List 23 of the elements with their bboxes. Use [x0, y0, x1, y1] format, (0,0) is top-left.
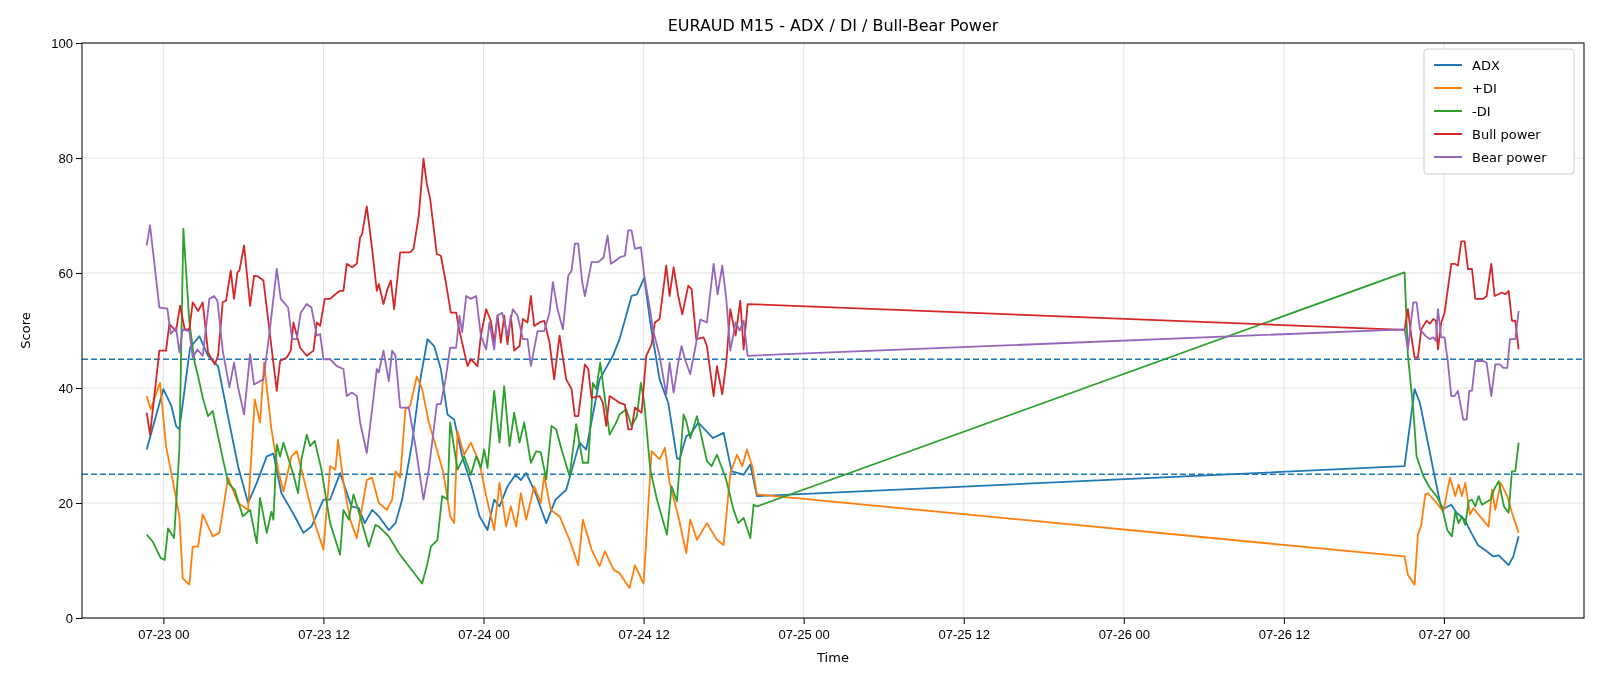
legend-label: +DI — [1472, 81, 1497, 96]
x-tick-label: 07-27 00 — [1418, 627, 1471, 643]
y-axis-title: Score — [18, 312, 33, 349]
legend-label: ADX — [1472, 58, 1500, 73]
x-tick-label: 07-23 12 — [298, 627, 350, 643]
legend-label: Bull power — [1472, 127, 1542, 142]
y-tick-label: 40 — [58, 380, 73, 396]
x-tick-label: 07-24 00 — [458, 627, 510, 643]
y-tick-label: 60 — [58, 265, 73, 281]
x-tick-label: 07-24 12 — [618, 627, 670, 643]
y-tick-label: 100 — [51, 35, 73, 51]
chart-title: EURAUD M15 - ADX / DI / Bull-Bear Power — [667, 16, 999, 35]
y-tick-label: 0 — [65, 610, 73, 626]
y-tick-label: 20 — [58, 495, 73, 511]
legend-label: Bear power — [1472, 150, 1548, 165]
x-tick-label: 07-26 12 — [1258, 627, 1311, 643]
x-axis-title: Time — [816, 650, 849, 665]
x-tick-label: 07-23 00 — [138, 627, 190, 643]
x-tick-label: 07-25 12 — [938, 627, 990, 643]
x-tick-label: 07-26 00 — [1098, 627, 1150, 643]
x-tick-label: 07-25 00 — [778, 627, 830, 643]
legend-label: -DI — [1472, 104, 1491, 119]
y-tick-label: 80 — [58, 150, 73, 166]
